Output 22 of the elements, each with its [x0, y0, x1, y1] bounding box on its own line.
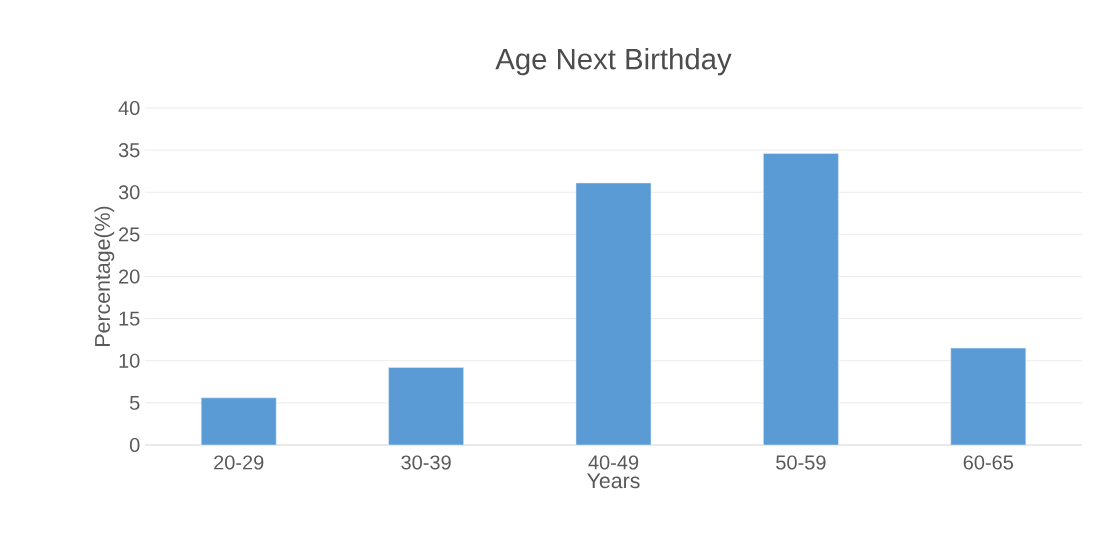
chart-title: Age Next Birthday: [495, 47, 732, 76]
x-axis-title: Years: [587, 473, 640, 489]
x-tick-label: 50-59: [776, 455, 826, 470]
y-tick-label: 20: [119, 269, 140, 284]
x-tick-label: 20-29: [214, 455, 264, 470]
bar: [575, 182, 652, 446]
bar: [950, 347, 1027, 446]
y-tick-label: 35: [118, 143, 140, 158]
bar: [763, 153, 839, 446]
y-tick-label: 10: [119, 353, 140, 368]
x-tick-label: 40-49: [588, 455, 639, 470]
y-tick-label: 0: [129, 437, 140, 453]
x-tick-label: 60-65: [963, 455, 1014, 470]
bar: [388, 367, 464, 446]
y-axis-title: Percentage(%): [94, 206, 115, 346]
y-tick-label: 5: [129, 395, 140, 410]
bar: [200, 397, 277, 446]
y-tick-label: 40: [118, 100, 140, 116]
y-tick-label: 30: [118, 185, 140, 200]
y-tick-label: 15: [119, 311, 140, 326]
y-tick-label: 25: [119, 227, 140, 242]
x-tick-label: 30-39: [401, 455, 451, 470]
